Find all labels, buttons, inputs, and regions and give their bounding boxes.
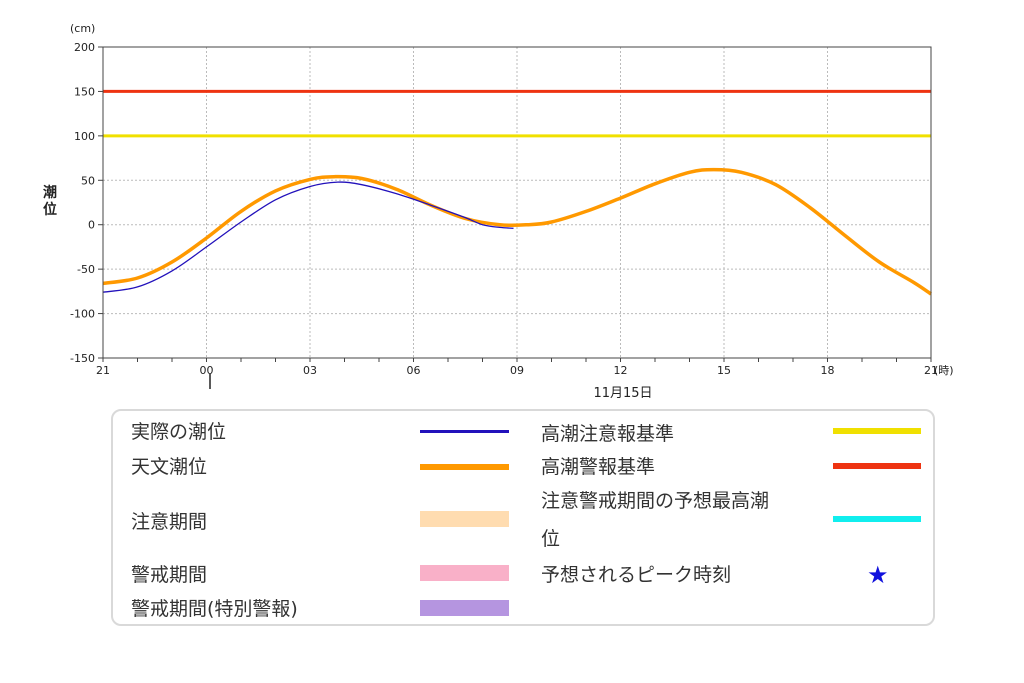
legend-label-forecast-max-line2: 位: [541, 528, 561, 550]
legend-swatch-observed: [420, 430, 509, 433]
reference-lines: [103, 89, 931, 138]
date-label: 11月15日: [593, 386, 652, 400]
y-tick-label: 50: [81, 174, 95, 187]
legend-label-astronomical: 天文潮位: [131, 456, 208, 478]
y-tick-label: 0: [88, 219, 95, 232]
legend-label-forecast-max-line1: 注意警戒期間の予想最高潮: [541, 490, 770, 512]
x-tick-label: 21: [96, 364, 110, 377]
legend-label-advisory-standard: 高潮注意報基準: [541, 423, 675, 445]
y-tick-label: 200: [74, 41, 95, 54]
legend-label-observed: 実際の潮位: [131, 421, 227, 443]
x-tick-label: 06: [407, 364, 421, 377]
legend-swatch-warning-standard: [833, 463, 921, 469]
series-line: [102, 181, 514, 293]
legend-swatch-advisory-standard: [833, 428, 921, 434]
legend-label-warning-standard: 高潮警報基準: [541, 456, 656, 478]
legend-swatch-caution-period: [420, 511, 509, 527]
star-icon: ★: [867, 561, 889, 589]
x-tick-label: 03: [303, 364, 317, 377]
legend-swatch-warning-period: [420, 565, 509, 581]
legend-swatch-forecast-max: [833, 516, 921, 522]
legend-label-peak-time: 予想されるピーク時刻: [541, 564, 732, 586]
y-tick-label: -100: [70, 308, 95, 321]
series-layer: [102, 167, 932, 296]
x-axis: 21 00 03 06 09 12 15 18 21: [96, 358, 938, 377]
legend-swatch-astronomical: [420, 464, 509, 470]
y-tick-label: 150: [74, 85, 95, 98]
legend-label-caution-period: 注意期間: [131, 511, 208, 533]
y-tick-label: -50: [77, 263, 95, 276]
x-tick-label: 09: [510, 364, 524, 377]
legend-swatch-special-warning-period: [420, 600, 509, 616]
x-tick-label: 21: [924, 364, 938, 377]
legend-label-warning-period: 警戒期間: [131, 564, 208, 586]
y-axis-title: 潮位: [43, 184, 57, 218]
tide-chart: -150 -100 -50 0 50 100 150 200 21 00 03 06 09 12 15 18…: [43, 22, 954, 400]
x-tick-label: 18: [821, 364, 835, 377]
x-unit-label: (時): [934, 364, 954, 377]
y-axis: -150 -100 -50 0 50 100 150 200: [70, 41, 103, 365]
x-tick-label: 12: [614, 364, 628, 377]
series-line: [102, 167, 932, 296]
y-tick-label: 100: [74, 130, 95, 143]
legend-label-special-warning-period: 警戒期間(特別警報): [131, 598, 298, 620]
y-tick-label: -150: [70, 352, 95, 365]
x-tick-label: 15: [717, 364, 731, 377]
chart-grid: [103, 47, 931, 358]
x-tick-label: 00: [200, 364, 214, 377]
y-unit-label: (cm): [70, 22, 95, 35]
legend: 実際の潮位 天文潮位 注意期間 警戒期間 警戒期間(特別警報) 高潮注意報基準 …: [111, 409, 935, 626]
